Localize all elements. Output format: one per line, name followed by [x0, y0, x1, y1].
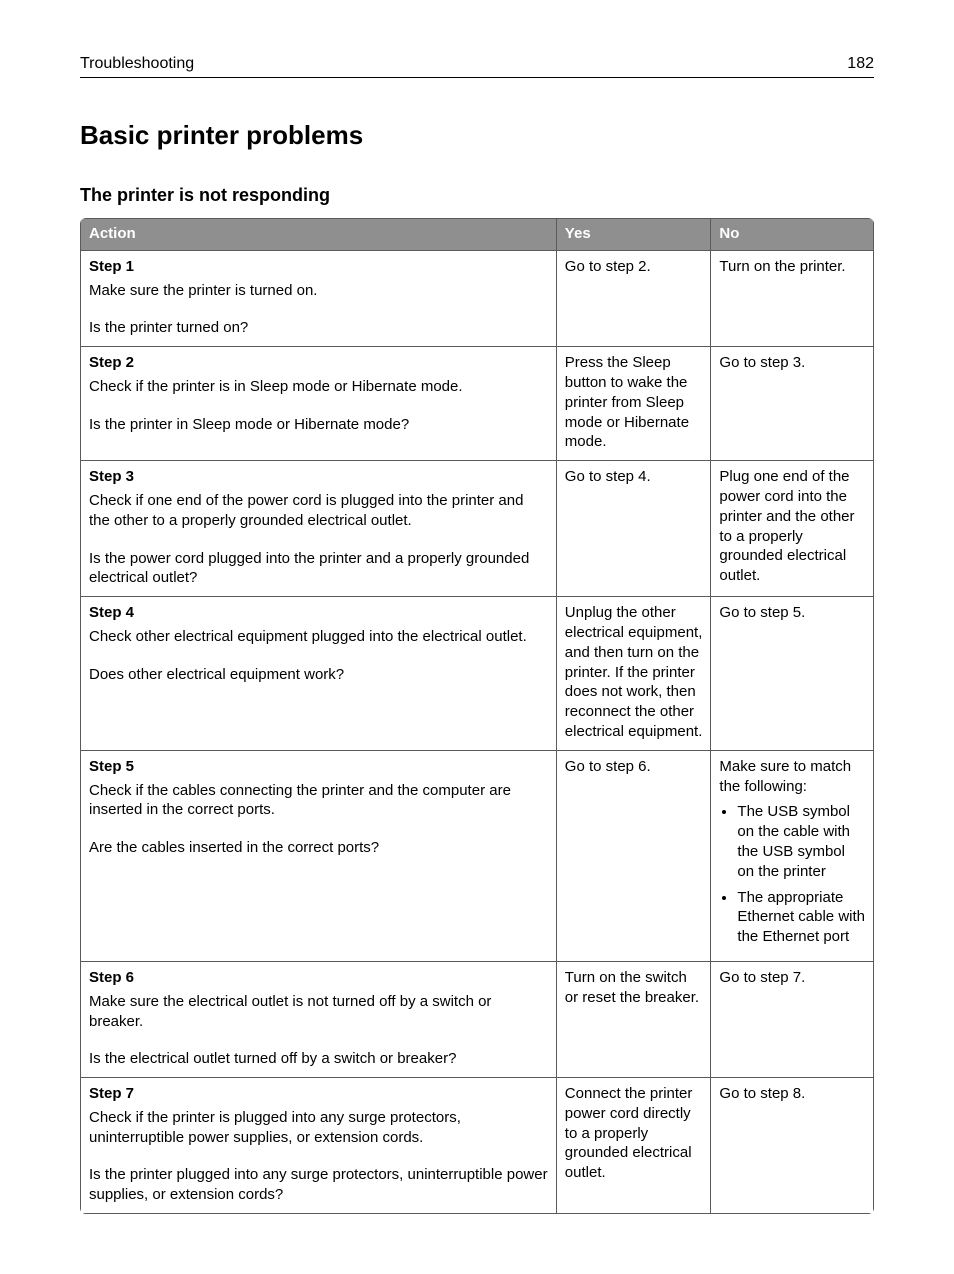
step-question: Is the printer in Sleep mode or Hibernat…: [89, 415, 548, 435]
running-header: Troubleshooting 182: [80, 55, 874, 78]
cell-yes: Turn on the switch or reset the breaker.: [556, 961, 711, 1077]
step-desc: Make sure the printer is turned on.: [89, 281, 548, 301]
cell-no: Go to step 8.: [711, 1078, 874, 1214]
step-label: Step 4: [89, 603, 548, 623]
step-label: Step 3: [89, 467, 548, 487]
step-question: Is the power cord plugged into the print…: [89, 549, 548, 589]
table-row: Step 1 Make sure the printer is turned o…: [81, 250, 874, 346]
col-no: No: [711, 219, 874, 251]
step-desc: Check if one end of the power cord is pl…: [89, 491, 548, 531]
step-desc: Check if the cables connecting the print…: [89, 781, 548, 821]
cell-action: Step 5 Check if the cables connecting th…: [81, 750, 557, 961]
document-page: Troubleshooting 182 Basic printer proble…: [0, 0, 954, 1274]
step-label: Step 7: [89, 1084, 548, 1104]
cell-action: Step 7 Check if the printer is plugged i…: [81, 1078, 557, 1214]
step-label: Step 1: [89, 257, 548, 277]
table-row: Step 4 Check other electrical equipment …: [81, 597, 874, 751]
step-desc: Check if the printer is plugged into any…: [89, 1108, 548, 1148]
step-desc: Check other electrical equipment plugged…: [89, 627, 548, 647]
step-desc: Check if the printer is in Sleep mode or…: [89, 377, 548, 397]
step-question: Is the printer turned on?: [89, 318, 548, 338]
step-label: Step 6: [89, 968, 548, 988]
cell-no: Go to step 7.: [711, 961, 874, 1077]
header-page-number: 182: [847, 55, 874, 73]
header-section: Troubleshooting: [80, 55, 194, 73]
step-question: Are the cables inserted in the correct p…: [89, 838, 548, 858]
step-desc: Make sure the electrical outlet is not t…: [89, 992, 548, 1032]
no-intro: Make sure to match the following:: [719, 757, 865, 797]
table-row: Step 7 Check if the printer is plugged i…: [81, 1078, 874, 1214]
table-header-row: Action Yes No: [81, 219, 874, 251]
step-question: Is the electrical outlet turned off by a…: [89, 1049, 548, 1069]
table-row: Step 6 Make sure the electrical outlet i…: [81, 961, 874, 1077]
cell-no: Go to step 5.: [711, 597, 874, 751]
cell-no: Plug one end of the power cord into the …: [711, 461, 874, 597]
list-item: The USB symbol on the cable with the USB…: [737, 802, 865, 881]
cell-no: Turn on the printer.: [711, 250, 874, 346]
cell-no: Make sure to match the following: The US…: [711, 750, 874, 961]
cell-yes: Go to step 2.: [556, 250, 711, 346]
cell-yes: Go to step 6.: [556, 750, 711, 961]
table-row: Step 5 Check if the cables connecting th…: [81, 750, 874, 961]
step-question: Does other electrical equipment work?: [89, 665, 548, 685]
cell-action: Step 6 Make sure the electrical outlet i…: [81, 961, 557, 1077]
page-title: Basic printer problems: [80, 120, 874, 151]
table-row: Step 2 Check if the printer is in Sleep …: [81, 347, 874, 461]
cell-action: Step 4 Check other electrical equipment …: [81, 597, 557, 751]
cell-yes: Go to step 4.: [556, 461, 711, 597]
step-label: Step 2: [89, 353, 548, 373]
table-row: Step 3 Check if one end of the power cor…: [81, 461, 874, 597]
cell-yes: Press the Sleep button to wake the print…: [556, 347, 711, 461]
cell-yes: Connect the printer power cord directly …: [556, 1078, 711, 1214]
no-bullets: The USB symbol on the cable with the USB…: [719, 802, 865, 947]
list-item: The appropriate Ethernet cable with the …: [737, 888, 865, 947]
cell-action: Step 1 Make sure the printer is turned o…: [81, 250, 557, 346]
col-yes: Yes: [556, 219, 711, 251]
col-action: Action: [81, 219, 557, 251]
step-label: Step 5: [89, 757, 548, 777]
cell-yes: Unplug the other electrical equipment, a…: [556, 597, 711, 751]
cell-action: Step 3 Check if one end of the power cor…: [81, 461, 557, 597]
step-question: Is the printer plugged into any surge pr…: [89, 1165, 548, 1205]
troubleshooting-table: Action Yes No Step 1 Make sure the print…: [80, 218, 874, 1214]
cell-no: Go to step 3.: [711, 347, 874, 461]
cell-action: Step 2 Check if the printer is in Sleep …: [81, 347, 557, 461]
subsection-title: The printer is not responding: [80, 185, 874, 206]
